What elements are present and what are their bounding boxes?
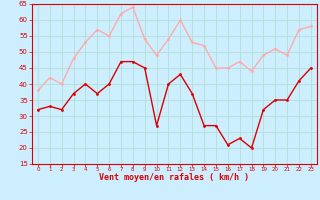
X-axis label: Vent moyen/en rafales ( km/h ): Vent moyen/en rafales ( km/h ) (100, 173, 249, 182)
